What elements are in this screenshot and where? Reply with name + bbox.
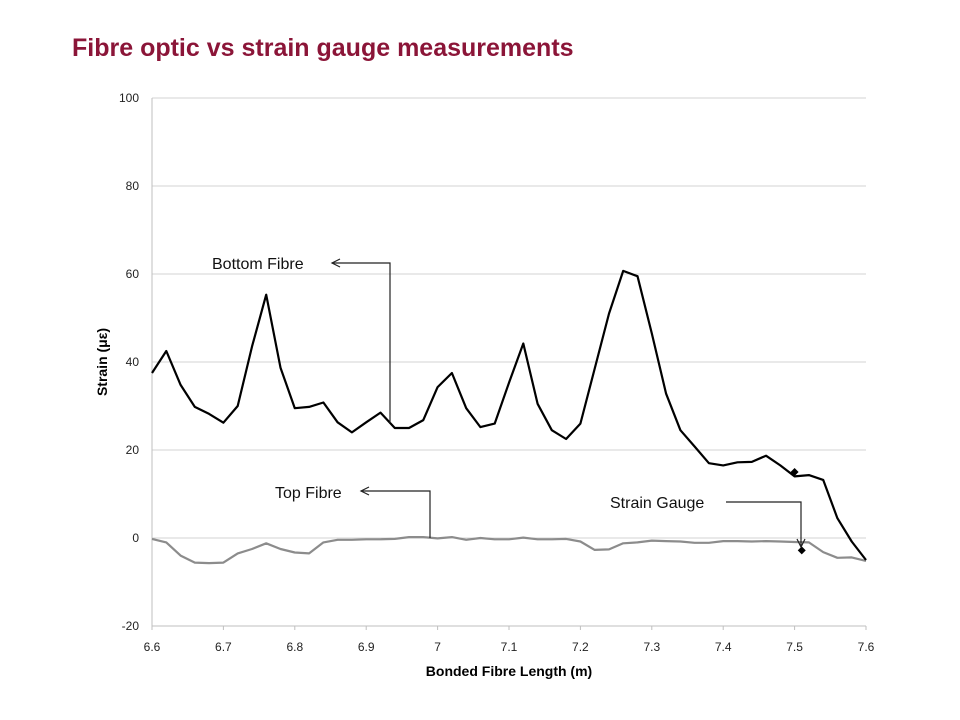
x-tick-label: 7.4 (715, 640, 732, 654)
arrow-head (796, 538, 806, 549)
y-tick-label: 80 (126, 179, 140, 193)
annotation-top-fibre: Top Fibre (275, 485, 342, 502)
callout-line (332, 262, 391, 423)
y-tick-label: 40 (126, 355, 140, 369)
axes: -20 0 20 40 60 80 100 6.6 6.7 6.8 6.9 7 7.1 7.2 7.3 7.4… (119, 91, 875, 654)
x-tick-label: 7.2 (572, 640, 589, 654)
x-tick-label: 7.5 (786, 640, 803, 654)
arrow-head (330, 258, 341, 268)
x-tick-label: 7 (434, 640, 441, 654)
annotation-strain-gauge: Strain Gauge (610, 495, 704, 512)
y-tick-label: -20 (122, 619, 140, 633)
annotation-bottom-fibre: Bottom Fibre (212, 256, 304, 273)
y-tick-label: 100 (119, 91, 139, 105)
page-title: Fibre optic vs strain gauge measurements (72, 34, 574, 62)
strain-gauge-point (797, 546, 806, 555)
x-tick-label: 6.7 (215, 640, 232, 654)
x-tick-label: 6.9 (358, 640, 375, 654)
strain-gauge-point (790, 468, 799, 476)
y-tick-label: 20 (126, 443, 140, 457)
callout-line (726, 501, 802, 547)
annotations: Bottom Fibre Top Fibre Strain Gauge (212, 256, 806, 549)
series-bottom-fibre-line (151, 269, 867, 561)
callout-line (361, 490, 431, 538)
arrow-head (359, 486, 370, 496)
x-tick-label: 7.3 (643, 640, 660, 654)
x-tick-label: 6.8 (286, 640, 303, 654)
x-tick-label: 6.6 (144, 640, 161, 654)
y-axis-label: Strain (με) (94, 328, 110, 396)
x-axis-label: Bonded Fibre Length (m) (426, 663, 592, 679)
y-tick-label: 60 (126, 267, 140, 281)
series-layer (151, 269, 867, 565)
series-top-fibre-line (151, 535, 867, 565)
x-tick-label: 7.6 (858, 640, 875, 654)
x-tick-label: 7.1 (501, 640, 518, 654)
y-tick-label: 0 (132, 531, 139, 545)
